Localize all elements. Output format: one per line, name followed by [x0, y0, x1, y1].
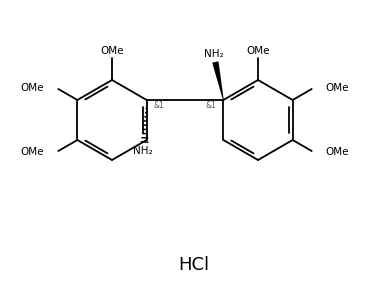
Text: NH₂: NH₂ [133, 146, 152, 156]
Text: NH₂: NH₂ [203, 49, 223, 59]
Text: &1: &1 [206, 101, 216, 109]
Text: OMe: OMe [326, 83, 349, 93]
Text: &1: &1 [154, 101, 165, 109]
Polygon shape [212, 61, 224, 100]
Text: OMe: OMe [21, 147, 44, 157]
Text: OMe: OMe [21, 83, 44, 93]
Text: OMe: OMe [246, 46, 270, 56]
Text: OMe: OMe [326, 147, 349, 157]
Text: OMe: OMe [100, 46, 124, 56]
Text: HCl: HCl [179, 256, 210, 274]
